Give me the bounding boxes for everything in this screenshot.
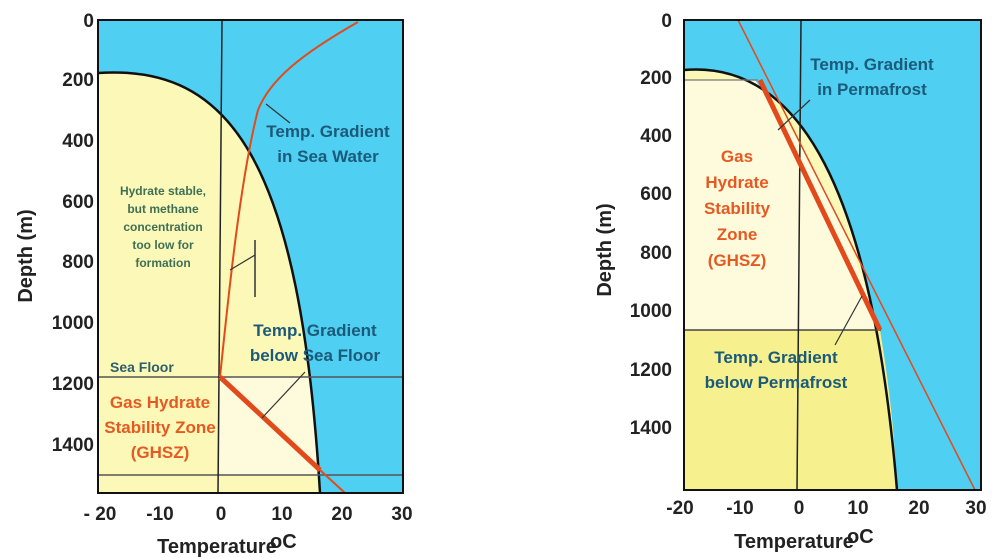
label-ghsz-2: Stability Zone <box>104 418 215 437</box>
sea-water-gradient-line <box>219 21 359 378</box>
x-tick-20: 20 <box>331 504 352 525</box>
label-gradient-perm-2: in Permafrost <box>817 80 927 99</box>
note-line-3: concentration <box>123 220 202 234</box>
x-tick-perm-minus20: -20 <box>666 498 693 519</box>
pointer-hydrate-note-leader <box>229 254 256 271</box>
phase-boundary-curve-perm <box>683 68 899 491</box>
note-line-2: but methane <box>127 202 199 216</box>
y-tick-0: 0 <box>83 11 94 32</box>
y-axis-title-perm: Depth (m) <box>594 203 616 296</box>
x-tick-30: 30 <box>391 504 412 525</box>
label-gradient-below-2: below Permafrost <box>705 373 848 392</box>
label-gradient-floor-2: below Sea Floor <box>250 346 381 365</box>
y-tick-perm-200: 200 <box>640 68 672 89</box>
label-gradient-perm-1: Temp. Gradient <box>810 55 934 74</box>
pointer-gradient-perm <box>777 99 811 131</box>
y-tick-labels: 0 200 400 600 800 1000 1200 1400 <box>52 11 94 456</box>
label-ghsz-1: Gas Hydrate <box>110 393 210 412</box>
plot-frame <box>97 19 404 494</box>
x-tick-minus20: - 20 <box>84 504 117 525</box>
marine-diagram: Temp. Gradient in Sea Water Hydrate stab… <box>15 11 413 558</box>
y-tick-400: 400 <box>62 131 94 152</box>
y-tick-1200: 1200 <box>52 374 94 395</box>
sea-floor-gradient-line <box>218 375 322 472</box>
label-perm-ghsz-3: Stability <box>704 199 771 218</box>
y-tick-perm-400: 400 <box>640 126 672 147</box>
y-tick-labels-perm: 0 200 400 600 800 1000 1200 1400 <box>630 11 672 439</box>
y-tick-perm-1000: 1000 <box>630 301 672 322</box>
ghsz-region-perm <box>684 80 880 330</box>
zero-degree-line-perm <box>796 19 802 491</box>
y-axis-title: Depth (m) <box>15 209 37 302</box>
label-gradient-below-1: Temp. Gradient <box>714 348 838 367</box>
x-axis-unit-perm: oC <box>847 526 874 548</box>
x-tick-labels: - 20 -10 0 10 20 30 <box>84 504 413 525</box>
note-line-5: formation <box>135 256 190 270</box>
y-tick-perm-600: 600 <box>640 184 672 205</box>
x-tick-perm-10: 10 <box>847 498 868 519</box>
note-line-1: Hydrate stable, <box>120 184 206 198</box>
label-gradient-floor-1: Temp. Gradient <box>253 321 377 340</box>
ghsz-gradient-thick-line <box>757 78 883 332</box>
pointer-gradient-water <box>265 103 291 124</box>
label-perm-ghsz-1: Gas <box>721 147 753 166</box>
plot-frame-perm <box>683 19 982 491</box>
x-tick-perm-0: 0 <box>794 498 805 519</box>
permafrost-diagram: Temp. Gradient in Permafrost Gas Hydrate… <box>594 11 987 553</box>
zero-degree-line <box>217 19 223 494</box>
sea-floor-gradient-extension <box>319 469 346 494</box>
x-axis-unit: oC <box>270 531 297 553</box>
x-tick-perm-20: 20 <box>908 498 929 519</box>
x-tick-minus10: -10 <box>146 504 173 525</box>
x-tick-10: 10 <box>271 504 292 525</box>
label-gradient-water-1: Temp. Gradient <box>266 122 390 141</box>
label-perm-ghsz-4: Zone <box>717 225 758 244</box>
x-tick-0: 0 <box>216 504 227 525</box>
y-tick-600: 600 <box>62 192 94 213</box>
y-tick-perm-0: 0 <box>661 11 672 32</box>
y-tick-1000: 1000 <box>52 313 94 334</box>
phase-boundary-curve <box>97 71 322 494</box>
permafrost-gradient-thin-line <box>737 19 976 491</box>
label-sea-floor: Sea Floor <box>110 359 174 375</box>
note-line-4: too low for <box>132 238 194 252</box>
y-tick-perm-1200: 1200 <box>630 360 672 381</box>
y-tick-perm-800: 800 <box>640 243 672 264</box>
label-perm-ghsz-5: (GHSZ) <box>708 251 767 270</box>
y-tick-800: 800 <box>62 252 94 273</box>
x-tick-perm-minus10: -10 <box>726 498 753 519</box>
label-gradient-water-2: in Sea Water <box>277 147 379 166</box>
label-perm-ghsz-2: Hydrate <box>705 173 768 192</box>
y-tick-perm-1400: 1400 <box>630 418 672 439</box>
x-axis-title-perm: Temperature <box>734 531 854 553</box>
y-tick-200: 200 <box>62 70 94 91</box>
x-tick-labels-perm: -20 -10 0 10 20 30 <box>666 498 986 519</box>
below-permafrost-region <box>684 330 897 490</box>
x-tick-perm-30: 30 <box>965 498 986 519</box>
x-axis-title: Temperature <box>157 536 277 558</box>
label-ghsz-3: (GHSZ) <box>131 443 190 462</box>
pointer-gradient-floor <box>261 371 306 419</box>
y-tick-1400: 1400 <box>52 435 94 456</box>
pointer-gradient-below <box>834 295 863 346</box>
